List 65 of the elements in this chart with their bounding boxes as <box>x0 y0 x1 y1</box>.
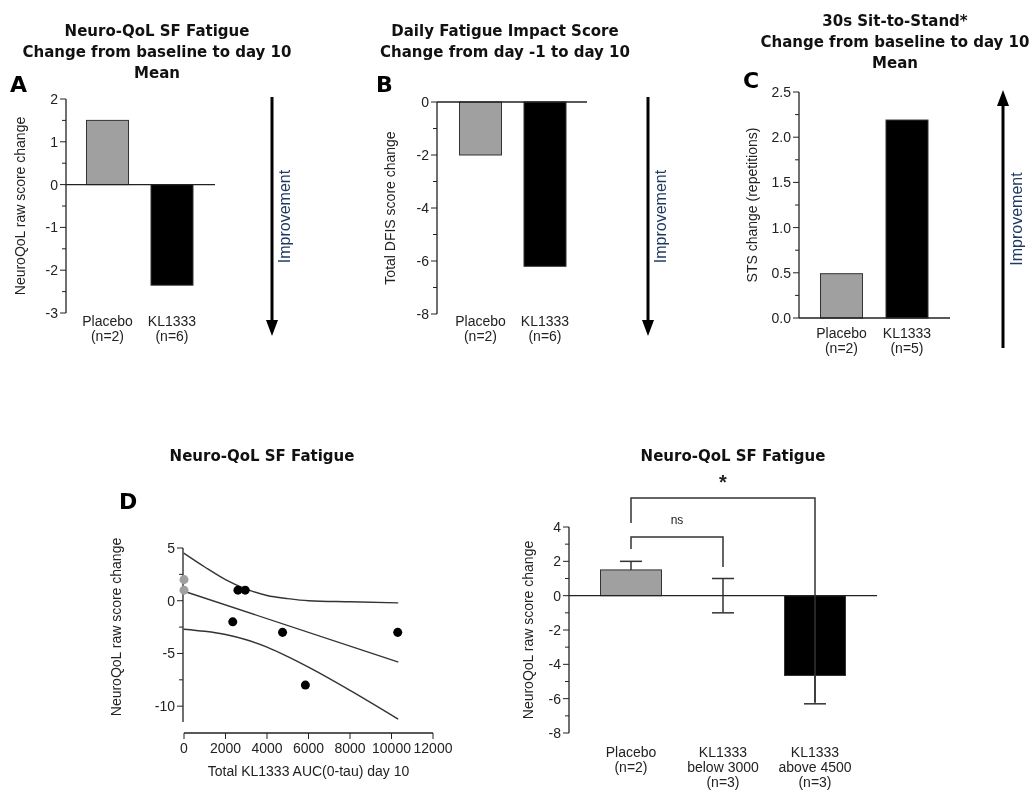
x-tick-label: 0 <box>180 740 189 756</box>
y-tick-label: 1 <box>50 133 59 150</box>
y-tick-label: -2 <box>45 262 59 279</box>
x-tick-label: KL1333 (n=6) <box>520 313 570 344</box>
annotation: ns <box>670 513 684 527</box>
y-tick-label: 0 <box>553 587 562 604</box>
y-tick-label: 1.0 <box>771 219 792 236</box>
x-tick-label: 8000 <box>334 740 366 756</box>
text: Improvement <box>652 169 669 264</box>
y-tick-label: -1 <box>45 219 59 236</box>
x-tick-label: 6000 <box>292 740 325 756</box>
y-tick-label: 2.0 <box>771 129 792 146</box>
y-tick-label: -6 <box>548 690 562 707</box>
x-tick-label: KL1333 (n=5) <box>882 325 932 356</box>
x-tick-label: Placebo (n=2) <box>816 325 868 356</box>
y-tick-label: -3 <box>45 304 59 321</box>
chart-title: Neuro-QoL SF Fatigue <box>64 22 250 40</box>
x-tick-label: 2000 <box>209 740 242 756</box>
x-axis-title: Total KL1333 AUC(0-tau) day 10 <box>207 763 410 779</box>
y-tick-label: 0 <box>50 176 59 193</box>
chart-title: 30s Sit-to-Stand* <box>822 12 968 30</box>
chart-title: Daily Fatigue Impact Score <box>391 22 619 40</box>
y-tick-label: -4 <box>548 656 562 673</box>
y-axis-title: NeuroQoL raw score change <box>11 116 28 296</box>
chart-title: Neuro-QoL SF Fatigue <box>640 447 826 465</box>
x-tick-label: Placebo (n=2) <box>455 313 507 344</box>
text: B <box>376 72 393 97</box>
y-tick-label: 2.5 <box>771 83 792 100</box>
x-tick-label: KL1333 below 3000 (n=3) <box>687 744 760 790</box>
y-tick-label: 2 <box>553 553 562 570</box>
y-tick-label: -8 <box>416 305 430 322</box>
y-axis-title: Total DFIS score change <box>381 131 398 285</box>
x-tick-label: 10000 <box>372 740 412 756</box>
y-tick-label: 5 <box>167 539 176 556</box>
x-tick-label: KL1333 above 4500 (n=3) <box>778 744 852 790</box>
y-tick-label: 1.5 <box>771 174 792 191</box>
x-tick-label: KL1333 (n=6) <box>147 313 197 344</box>
chart-subtitle: Change from day -1 to day 10 <box>380 43 630 61</box>
y-tick-label: -8 <box>548 724 562 741</box>
y-tick-label: 0.5 <box>771 264 792 281</box>
x-tick-label: 12000 <box>413 740 453 756</box>
y-axis-title: NeuroQoL raw score change <box>107 537 124 717</box>
y-tick-label: -10 <box>154 698 176 715</box>
text: Improvement <box>1008 171 1025 266</box>
text: * <box>719 471 728 493</box>
y-tick-label: -2 <box>416 146 430 163</box>
text: C <box>743 68 760 93</box>
y-tick-label: 4 <box>553 518 562 535</box>
y-tick-label: 0 <box>421 93 430 110</box>
x-tick-label: 4000 <box>251 740 283 756</box>
y-tick-label: 2 <box>50 90 59 107</box>
y-tick-label: 0.0 <box>771 309 792 326</box>
y-axis-title: NeuroQoL raw score change <box>519 540 536 720</box>
chart-title: Neuro-QoL SF Fatigue <box>169 447 355 465</box>
y-tick-label: -2 <box>548 621 562 638</box>
y-tick-label: 0 <box>167 592 176 609</box>
x-tick-label: Placebo (n=2) <box>605 744 657 775</box>
y-tick-label: -6 <box>416 252 430 269</box>
chart-subtitle: Change from baseline to day 10 Mean <box>760 33 1030 72</box>
text: D <box>119 489 138 514</box>
y-tick-label: -5 <box>162 645 176 662</box>
text: Improvement <box>276 169 293 264</box>
y-tick-label: -4 <box>416 199 430 216</box>
x-tick-label: Placebo (n=2) <box>82 313 134 344</box>
y-axis-title: STS change (repetitions) <box>743 127 760 283</box>
